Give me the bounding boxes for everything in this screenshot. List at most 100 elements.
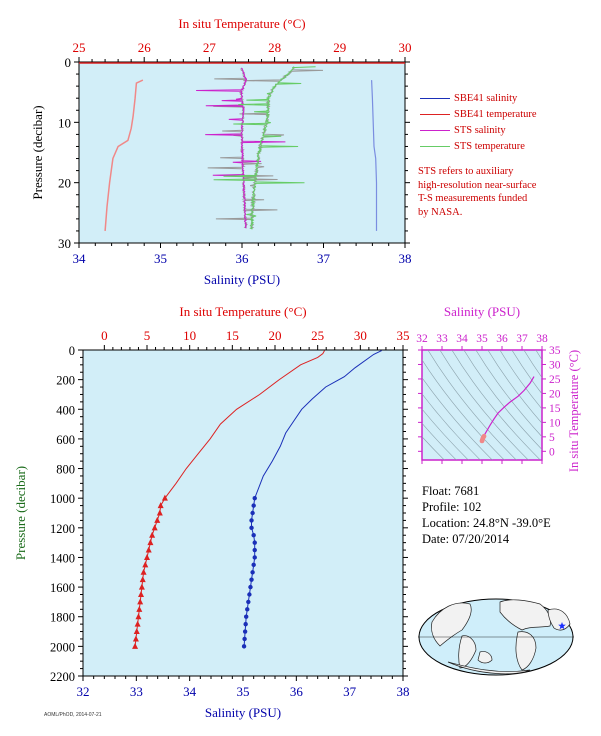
temperature-marker	[144, 553, 150, 560]
salinity-marker	[247, 592, 252, 597]
temperature-marker	[139, 576, 146, 583]
continent-shape	[477, 651, 493, 664]
sbe41-temperature-line	[104, 79, 144, 231]
y-tick-label: 1000	[50, 492, 75, 506]
salinity-marker	[251, 503, 256, 508]
salinity-marker	[251, 533, 256, 538]
x-tick-label: 38	[397, 684, 410, 699]
x2-tick-label: 30	[399, 40, 412, 55]
salinity-marker	[252, 540, 257, 545]
salinity-marker	[246, 599, 251, 605]
x-axis-label: Salinity (PSU)	[205, 705, 281, 720]
density-contour	[422, 377, 493, 460]
legend: SBE41 salinity SBE41 temperature STS sal…	[420, 90, 537, 154]
density-contour	[475, 350, 542, 438]
salinity-marker	[244, 614, 249, 619]
x2-tick-label: 5	[144, 328, 151, 343]
x2-axis-label: In situ Temperature (°C)	[178, 16, 305, 31]
density-contour	[535, 350, 542, 361]
salinity-marker	[249, 518, 254, 523]
x-tick-label: 37	[516, 333, 528, 345]
legend-item-sbe41-temperature: SBE41 temperature	[420, 106, 537, 122]
temperature-marker	[134, 620, 141, 627]
density-contour	[463, 350, 542, 450]
y-tick-label: 200	[56, 374, 75, 388]
legend-item-sts-salinity: STS salinity	[420, 122, 537, 138]
x2-tick-label: 35	[397, 328, 410, 343]
salinity-marker	[241, 644, 247, 649]
y-tick-label: 800	[56, 463, 75, 477]
temperature-marker	[132, 642, 139, 649]
density-contour	[578, 340, 601, 480]
x2-tick-label: 20	[269, 328, 282, 343]
x2-tick-label: 27	[203, 40, 217, 55]
salinity-marker	[251, 562, 256, 568]
salinity-marker	[249, 525, 254, 531]
temperature-marker	[145, 546, 152, 553]
float-info: Float: 7681 Profile: 102 Location: 24.8°…	[422, 483, 551, 547]
temperature-marker	[151, 524, 158, 531]
salinity-marker	[252, 555, 257, 560]
profile-number: Profile: 102	[422, 500, 482, 514]
temperature-marker	[138, 583, 145, 590]
y-axis-label: Pressure (decibar)	[30, 105, 45, 199]
x-axis-label: Salinity (PSU)	[444, 304, 520, 319]
density-contour	[427, 350, 517, 460]
x2-tick-label: 26	[138, 40, 152, 55]
density-contour	[422, 359, 505, 460]
y-tick-label: 20	[549, 388, 561, 400]
density-contour	[487, 350, 542, 424]
density-contour	[523, 350, 542, 379]
y-tick-label: 10	[549, 417, 561, 429]
legend-swatch	[420, 97, 450, 99]
temperature-marker	[161, 494, 168, 501]
temperature-marker	[137, 598, 144, 605]
x2-axis-label: In situ Temperature (°C)	[179, 304, 306, 319]
x-tick-label: 38	[399, 251, 412, 266]
sts-note: STS refers to auxiliary high-resolution …	[418, 165, 578, 219]
legend-item-sts-temperature: STS temperature	[420, 138, 537, 154]
temperature-marker	[136, 605, 143, 612]
y-tick-label: 35	[549, 345, 561, 357]
temperature-marker	[138, 591, 145, 597]
sbe41-salinity-line	[371, 80, 378, 231]
x-tick-label: 35	[237, 684, 250, 699]
top-chart: 34 35 36 37 38 Salinity (PSU) 25 26 27 28 29 30 In s…	[30, 16, 412, 287]
temperature-marker	[156, 509, 163, 516]
x2-tick-label: 0	[101, 328, 108, 343]
legend-swatch	[420, 145, 450, 147]
x2-tick-label: 29	[333, 40, 346, 55]
x-axis-label: Salinity (PSU)	[204, 272, 280, 287]
density-contour	[499, 350, 542, 410]
density-contour	[451, 350, 541, 460]
temperature-marker	[157, 502, 164, 509]
density-contour	[439, 350, 529, 460]
temperature-marker	[142, 561, 149, 568]
y-tick-label: 1400	[50, 551, 75, 565]
temperature-marker	[132, 635, 139, 642]
y-axis-label: Pressure (decibar)	[13, 466, 28, 560]
x2-tick-label: 30	[354, 328, 367, 343]
x-tick-label: 37	[317, 251, 331, 266]
x2-tick-label: 25	[73, 40, 86, 55]
float-location-star	[558, 622, 566, 630]
x-tick-label: 38	[536, 333, 548, 345]
salinity-marker	[252, 547, 257, 553]
density-contours	[422, 340, 601, 480]
x-tick-label: 37	[343, 684, 357, 699]
y-tick-label: 1800	[50, 611, 75, 625]
x-tick-label: 36	[290, 684, 304, 699]
x-tick-label: 36	[496, 333, 508, 345]
x-tick-label: 32	[77, 684, 90, 699]
salinity-marker	[242, 636, 247, 642]
x-tick-label: 34	[183, 684, 197, 699]
temperature-marker	[140, 568, 147, 575]
y-tick-label: 1600	[50, 581, 75, 595]
note-line: STS refers to auxiliary	[418, 166, 514, 177]
y-tick-label: 1200	[50, 522, 75, 536]
legend-item-sbe41-salinity: SBE41 salinity	[420, 90, 537, 106]
x2-tick-label: 10	[183, 328, 196, 343]
x-tick-label: 34	[456, 333, 468, 345]
y-tick-label: 2200	[50, 670, 75, 684]
